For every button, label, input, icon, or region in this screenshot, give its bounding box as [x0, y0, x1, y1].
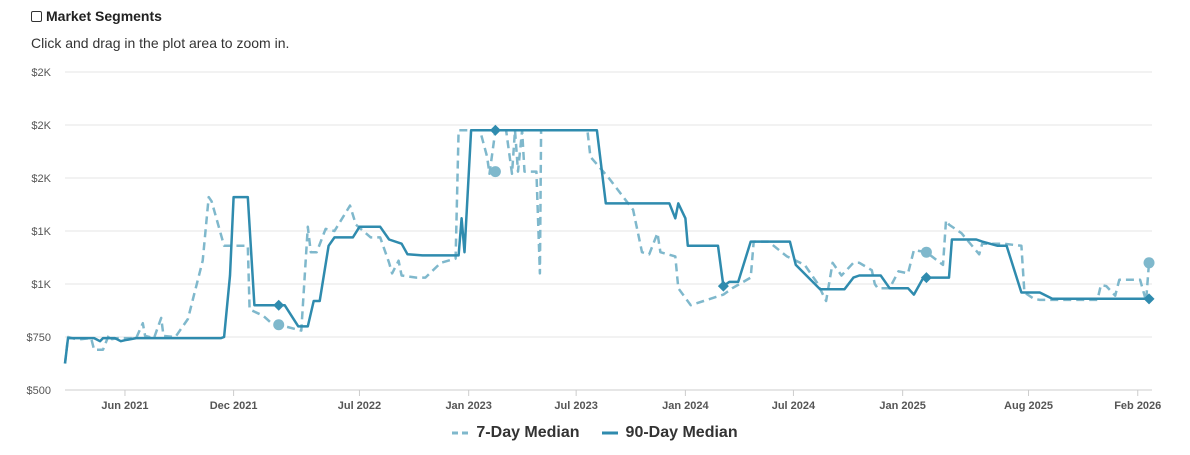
point-marker-90day[interactable]	[717, 280, 729, 292]
series-lines	[63, 129, 1151, 364]
series-line-90day	[63, 129, 1147, 364]
x-tick-label: Jul 2024	[772, 400, 816, 412]
x-tick-label: Aug 2025	[1004, 400, 1053, 412]
series-line-7day	[63, 129, 1151, 364]
series-markers	[273, 124, 1155, 331]
x-tick-label: Jan 2025	[879, 400, 925, 412]
point-marker-90day[interactable]	[273, 299, 285, 311]
y-tick-label: $2K	[31, 120, 51, 132]
x-tick-label: Jun 2021	[101, 400, 148, 412]
market-segments-toggle[interactable]: Market Segments	[31, 8, 162, 24]
market-segments-checkbox[interactable]	[31, 10, 42, 22]
point-marker-90day[interactable]	[920, 272, 932, 284]
grid-lines	[65, 71, 1152, 338]
legend-item-90day[interactable]: 90-Day Median	[601, 424, 738, 442]
point-marker-90day[interactable]	[1143, 293, 1155, 305]
solid-line-icon	[601, 431, 618, 435]
price-history-chart[interactable]: $500 $750 $1K $1K $2K $2K $2K Jun 2021 Dec 2021…	[0, 55, 1190, 415]
legend-label-7day: 7-Day Median	[476, 424, 580, 441]
x-tick-label: Jan 2024	[662, 400, 709, 412]
y-tick-label: $500	[27, 385, 51, 397]
dashed-line-icon	[452, 431, 469, 435]
y-tick-label: $1K	[31, 226, 51, 238]
x-tick-label: Jul 2023	[554, 400, 597, 412]
point-marker-7day[interactable]	[489, 166, 501, 178]
y-axis-tick-labels: $500 $750 $1K $1K $2K $2K $2K	[27, 67, 52, 397]
x-tick-label: Dec 2021	[210, 400, 258, 412]
legend-label-90day: 90-Day Median	[625, 424, 738, 441]
point-marker-7day[interactable]	[1143, 257, 1155, 269]
x-axis: Jun 2021 Dec 2021 Jul 2022 Jan 2023 Jul 2023…	[65, 389, 1161, 412]
point-marker-7day[interactable]	[920, 246, 932, 258]
y-tick-label: $750	[27, 332, 51, 344]
legend-item-7day[interactable]: 7-Day Median	[452, 424, 580, 442]
x-tick-label: Jul 2022	[338, 400, 381, 412]
x-tick-label: Feb 2026	[1114, 400, 1161, 412]
point-marker-90day[interactable]	[489, 124, 501, 136]
point-marker-7day[interactable]	[273, 319, 285, 331]
zoom-hint: Click and drag in the plot area to zoom …	[31, 35, 290, 51]
y-tick-label: $1K	[31, 279, 51, 291]
y-tick-label: $2K	[31, 67, 51, 79]
y-tick-label: $2K	[31, 173, 51, 185]
x-tick-label: Jan 2023	[445, 400, 491, 412]
market-segments-label: Market Segments	[46, 8, 162, 24]
legend: 7-Day Median 90-Day Median	[0, 424, 1190, 442]
